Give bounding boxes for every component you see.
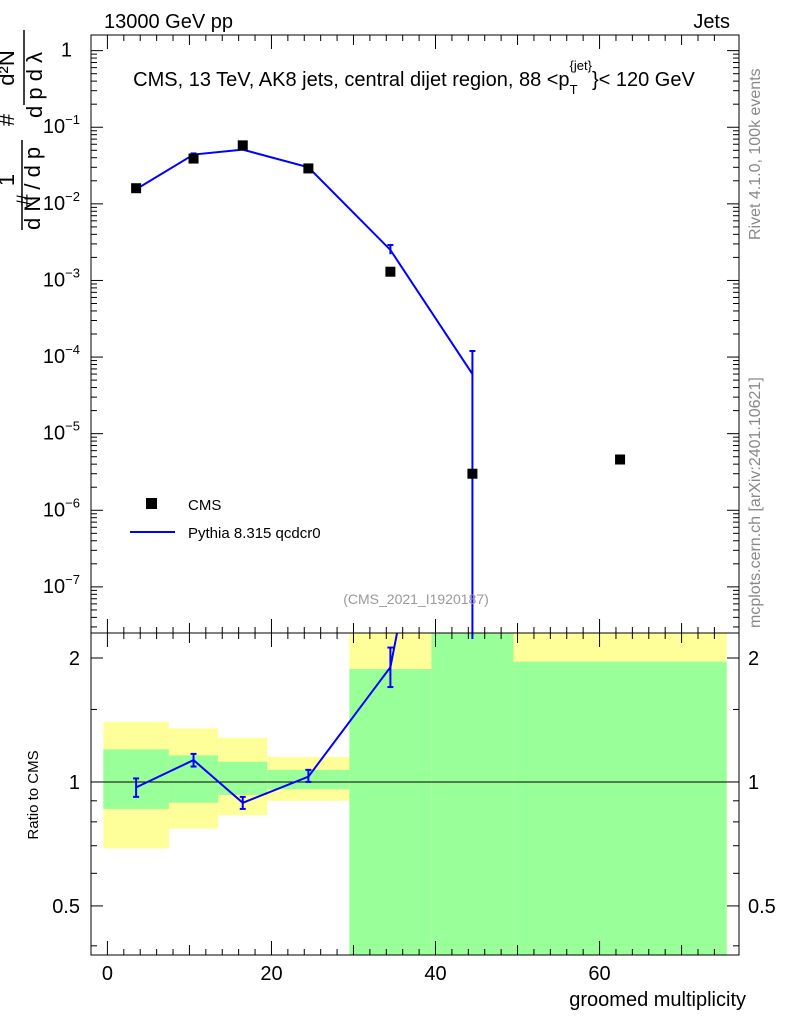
main-ytick-label: 10−5 <box>43 419 80 445</box>
ratio-plot-area <box>91 633 739 810</box>
pythia-line <box>135 148 474 375</box>
cms-marker <box>131 183 142 194</box>
svg-text:d p d λ: d p d λ <box>22 52 47 118</box>
cms-marker <box>237 140 248 151</box>
band-green <box>349 669 432 955</box>
main-frame <box>90 34 740 634</box>
legend: CMS Pythia 8.315 qcdcr0 <box>130 497 321 542</box>
svg-text:#: # <box>0 113 19 126</box>
ratio-ytick-label-right: 1 <box>748 772 759 794</box>
header-right: Jets <box>693 11 730 33</box>
analysis-watermark: (CMS_2021_I1920187) <box>343 591 489 607</box>
cms-marker <box>467 468 478 479</box>
main-ytick-label: 1 <box>61 40 72 62</box>
cms-marker <box>188 153 199 164</box>
main-ytick-label: 10−3 <box>43 265 80 291</box>
legend-marker-cms <box>146 498 157 509</box>
band-green <box>431 633 514 955</box>
ratio-line <box>135 633 399 804</box>
x-tick-label: 40 <box>424 963 446 985</box>
ratio-ytick-label-right: 2 <box>748 648 759 670</box>
svg-text:d²N: d²N <box>0 50 19 85</box>
main-ytick-label: 10−6 <box>43 495 80 521</box>
svg-text:#: # <box>12 193 37 206</box>
legend-label-pythia: Pythia 8.315 qcdcr0 <box>188 525 321 542</box>
cms-marker <box>385 266 396 277</box>
x-tick-label: 60 <box>588 963 610 985</box>
ratio-ytick-label: 2 <box>69 648 80 670</box>
x-tick-label: 0 <box>102 963 113 985</box>
cms-marker <box>303 163 314 174</box>
ratio-uncertainty-bands <box>103 633 727 955</box>
rivet-label: Rivet 4.1.0, 100k events <box>747 68 764 240</box>
main-ytick-label: 10−1 <box>43 112 80 138</box>
main-title: CMS, 13 TeV, AK8 jets, central dijet reg… <box>133 58 695 97</box>
band-green <box>513 661 727 955</box>
svg-text:1: 1 <box>0 174 19 186</box>
header-left: 13000 GeV pp <box>104 11 233 33</box>
main-plot-area <box>131 140 626 633</box>
ratio-ylabel: Ratio to CMS <box>25 750 42 839</box>
svg-text:d N / d p: d N / d p <box>20 147 45 230</box>
cms-marker <box>615 454 626 465</box>
main-ytick-label: 10−4 <box>43 342 80 368</box>
main-ytick-label: 10−7 <box>43 572 80 598</box>
legend-label-cms: CMS <box>188 497 221 514</box>
ratio-ytick-label: 0.5 <box>52 896 80 918</box>
x-axis-label: groomed multiplicity <box>569 989 746 1011</box>
band-green <box>218 761 268 795</box>
x-tick-label: 20 <box>260 963 282 985</box>
mcplots-label: mcplots.cern.ch [arXiv:2401.10621] <box>747 377 764 628</box>
ratio-frame <box>90 632 740 956</box>
main-axes: 1 10−1 10−2 10−3 10−4 10−5 10−6 10−7 <box>43 35 739 633</box>
ratio-ytick-label-right: 0.5 <box>748 896 776 918</box>
main-ylabel: # 1 d N / d p # d²N d p d λ <box>0 30 47 230</box>
main-ytick-label: 10−2 <box>43 189 80 215</box>
ratio-ytick-label: 1 <box>69 772 80 794</box>
ratio-axes: 0 20 40 60 2 2 1 1 0.5 0.5 <box>52 633 776 985</box>
